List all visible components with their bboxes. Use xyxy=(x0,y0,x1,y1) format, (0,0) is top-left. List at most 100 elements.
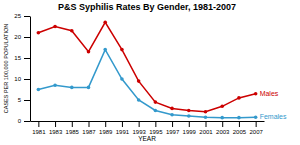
y-tick: 0 xyxy=(18,118,30,124)
x-tick-mark xyxy=(206,121,207,127)
y-tick: 5 xyxy=(18,97,30,103)
series-marker xyxy=(37,31,41,35)
x-tick: 1981 xyxy=(32,121,46,135)
series-marker xyxy=(220,116,224,120)
x-tick: 1985 xyxy=(66,121,80,135)
x-tick-label: 1981 xyxy=(32,129,46,135)
series-marker xyxy=(204,115,208,119)
y-axis-line xyxy=(30,17,31,122)
x-tick-label: 2005 xyxy=(233,129,247,135)
series-marker xyxy=(154,100,158,104)
y-tick-mark xyxy=(24,37,30,38)
x-tick: 1991 xyxy=(116,121,130,135)
x-tick-label: 1983 xyxy=(49,129,63,135)
x-tick-label: 1987 xyxy=(82,129,96,135)
series-marker xyxy=(237,116,241,120)
x-tick-mark xyxy=(139,121,140,127)
y-tick: 10 xyxy=(14,76,30,82)
y-tick-mark xyxy=(24,100,30,101)
y-tick-label: 0 xyxy=(18,118,22,124)
x-tick-label: 1985 xyxy=(66,129,80,135)
y-tick: 20 xyxy=(14,34,30,40)
x-tick: 1995 xyxy=(149,121,163,135)
x-tick: 1987 xyxy=(82,121,96,135)
y-tick-label: 20 xyxy=(14,34,21,40)
x-tick: 2001 xyxy=(199,121,213,135)
x-tick-mark xyxy=(105,121,106,127)
x-tick: 2005 xyxy=(233,121,247,135)
x-tick-label: 1989 xyxy=(99,129,113,135)
series-marker xyxy=(204,110,208,114)
series-marker xyxy=(70,29,74,33)
y-tick-mark xyxy=(24,16,30,17)
series-marker xyxy=(137,79,141,83)
plot: 1981198319851987198919911993199519971999… xyxy=(14,13,287,135)
series-marker xyxy=(120,77,124,81)
y-tick-mark xyxy=(24,121,30,122)
x-tick-label: 1991 xyxy=(116,129,130,135)
series-marker xyxy=(137,98,141,102)
series-marker xyxy=(187,114,191,118)
series-label: Males xyxy=(260,90,279,97)
x-tick-label: 2001 xyxy=(199,129,213,135)
series-marker xyxy=(254,92,258,96)
series-marker xyxy=(120,48,124,52)
series-marker xyxy=(37,88,41,92)
series-marker xyxy=(53,25,57,29)
x-axis-line xyxy=(31,121,265,122)
series-marker xyxy=(103,21,107,25)
series-marker xyxy=(170,107,174,111)
x-tick-mark xyxy=(189,121,190,127)
x-tick: 1989 xyxy=(99,121,113,135)
series-marker xyxy=(70,86,74,90)
series-marker xyxy=(53,84,57,88)
y-axis: 0 5 10 15 20 25 xyxy=(14,13,30,124)
x-tick-mark xyxy=(89,121,90,127)
series-marker xyxy=(237,96,241,100)
series-line xyxy=(38,22,255,111)
x-axis: 1981198319851987198919911993199519971999… xyxy=(31,121,265,135)
series-group xyxy=(37,21,258,120)
y-tick-mark xyxy=(24,58,30,59)
x-tick-mark xyxy=(38,121,39,127)
x-tick-mark xyxy=(122,121,123,127)
series-marker xyxy=(187,109,191,113)
x-tick-mark xyxy=(222,121,223,127)
series-line xyxy=(38,50,255,118)
y-tick-mark xyxy=(24,79,30,80)
x-tick: 1997 xyxy=(166,121,180,135)
x-tick-mark xyxy=(155,121,156,127)
y-tick-label: 5 xyxy=(18,97,22,103)
series-marker xyxy=(170,113,174,117)
y-tick-label: 15 xyxy=(14,55,21,61)
series-marker xyxy=(254,115,258,119)
x-tick-label: 1997 xyxy=(166,129,180,135)
x-tick: 2003 xyxy=(216,121,230,135)
x-tick-label: 2003 xyxy=(216,129,230,135)
x-tick-mark xyxy=(256,121,257,127)
x-tick: 1993 xyxy=(132,121,146,135)
y-tick: 25 xyxy=(14,13,30,19)
series-label: Females xyxy=(260,113,287,120)
y-tick-label: 10 xyxy=(14,76,21,82)
title: P&S Syphilis Rates By Gender, 1981-2007 xyxy=(58,2,236,12)
y-tick-label: 25 xyxy=(14,13,21,19)
x-tick: 2007 xyxy=(249,121,263,135)
series-marker xyxy=(87,86,91,90)
series-marker xyxy=(87,50,91,54)
series-marker xyxy=(220,105,224,109)
x-tick-mark xyxy=(55,121,56,127)
series-marker xyxy=(103,48,107,52)
x-tick-label: 2007 xyxy=(249,129,263,135)
x-tick-mark xyxy=(172,121,173,127)
x-tick-mark xyxy=(239,121,240,127)
x-tick-mark xyxy=(72,121,73,127)
series-labels: Males Females xyxy=(260,90,287,121)
x-tick-label: 1999 xyxy=(183,129,197,135)
series-marker xyxy=(154,109,158,113)
y-axis-title: CASES PER 100,000 POPULATION xyxy=(3,24,9,113)
y-tick: 15 xyxy=(14,55,30,61)
x-tick: 1983 xyxy=(49,121,63,135)
x-axis-title: YEAR xyxy=(138,135,156,142)
x-tick: 1999 xyxy=(183,121,197,135)
